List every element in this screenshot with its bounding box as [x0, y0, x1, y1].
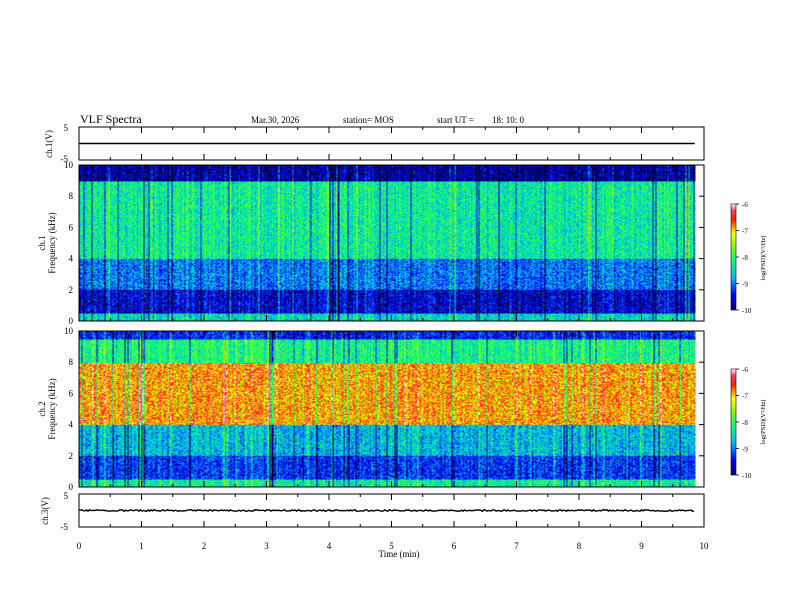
- ch1-colorbar-scale: [730, 203, 737, 311]
- time-axis-tick-label: 2: [202, 541, 207, 551]
- ch3-waveform-series: [78, 508, 695, 513]
- ch2-colorbar-tick-label: -6: [742, 366, 748, 374]
- ch1-spectrogram-ylabel-frequency: Frequency (kHz): [47, 212, 57, 273]
- ch1-freq-ytick-label: 8: [69, 191, 74, 201]
- ch1-colorbar-tick-label: -10: [742, 307, 752, 315]
- time-axis-tick-label: 7: [514, 541, 519, 551]
- ch3-waveform-panel: 5 -5 ch.3(V): [40, 491, 705, 532]
- ch2-colorbar-tick-label: -10: [742, 472, 752, 480]
- ch2-freq-ytick-label: 6: [69, 388, 74, 398]
- station-label: station= MOS: [343, 115, 394, 125]
- ch1-colorbar-tick-label: -6: [742, 201, 748, 209]
- ch1-waveform-panel: 5 -5 ch.1(V): [44, 123, 705, 164]
- time-axis-tick-label: 5: [389, 541, 394, 551]
- ch2-colorbar: -6 -7 -8 -9 -10 log(PSD)(V²/Hz): [730, 366, 767, 480]
- ch1-spectrogram-heatmap: [79, 165, 696, 321]
- ch2-freq-ytick-label: 0: [69, 482, 74, 492]
- start-ut-label: start UT =: [437, 115, 474, 125]
- ch2-colorbar-scale: [730, 368, 737, 476]
- start-time-value: 18: 10: 0: [492, 115, 525, 125]
- ch2-freq-ytick-label: 2: [69, 451, 74, 461]
- ch1-freq-ytick-label: 4: [69, 254, 74, 264]
- time-axis-tick-label: 0: [77, 541, 82, 551]
- ch1-colorbar-tick-label: -9: [742, 281, 748, 289]
- ch3-ytick-bottom: -5: [61, 522, 69, 532]
- time-axis-tick-label: 4: [327, 541, 332, 551]
- ch3-waveform-ylabel: ch.3(V): [40, 497, 50, 525]
- time-axis-tick-label: 6: [452, 541, 457, 551]
- figure-title: VLF Spectra: [80, 112, 142, 126]
- ch2-spectrogram-ylabel-frequency: Frequency (kHz): [47, 378, 57, 439]
- ch2-colorbar-label: log(PSD)(V²/Hz): [760, 400, 767, 445]
- ch1-ytick-top: 5: [64, 123, 69, 133]
- date-label: Mar.30, 2026: [251, 115, 300, 125]
- ch1-colorbar-tick-label: -7: [742, 228, 748, 236]
- time-axis-label: Time (min): [379, 549, 420, 559]
- ch1-spectrogram-ylabel-channel: ch.1: [37, 235, 47, 250]
- time-axis: 0 1 2 3 4 5 6 7 8 9 10: [77, 541, 709, 551]
- ch1-freq-ytick-label: 0: [69, 316, 74, 326]
- ch2-freq-ytick-label: 4: [69, 420, 74, 430]
- ch1-freq-ytick-label: 10: [64, 160, 74, 170]
- time-axis-tick-label: 1: [139, 541, 144, 551]
- ch1-colorbar: -6 -7 -8 -9 -10 log(PSD)(V²/Hz): [730, 201, 767, 315]
- ch1-waveform-ylabel: ch.1(V): [44, 130, 54, 158]
- ch2-colorbar-tick-label: -7: [742, 393, 748, 401]
- ch1-ytick-bottom: -5: [61, 154, 69, 164]
- time-axis-tick-label: 8: [577, 541, 582, 551]
- ch1-freq-ytick-label: 6: [69, 222, 74, 232]
- ch2-freq-ytick-label: 10: [64, 326, 74, 336]
- ch2-spectrogram-ylabel-channel: ch.2: [37, 401, 47, 416]
- ch1-colorbar-tick-label: -8: [742, 254, 748, 262]
- time-axis-tick-label: 10: [700, 541, 710, 551]
- ch2-colorbar-tick-label: -9: [742, 446, 748, 454]
- ch2-freq-ytick-label: 8: [69, 357, 74, 367]
- ch1-freq-ytick-label: 2: [69, 285, 74, 295]
- time-axis-tick-label: 3: [264, 541, 269, 551]
- ch2-spectrogram-heatmap: [79, 331, 696, 487]
- ch1-colorbar-label: log(PSD)(V²/Hz): [760, 236, 767, 281]
- time-axis-tick-label: 9: [639, 541, 644, 551]
- ch2-colorbar-tick-label: -8: [742, 419, 748, 427]
- ch3-ytick-top: 5: [64, 491, 69, 501]
